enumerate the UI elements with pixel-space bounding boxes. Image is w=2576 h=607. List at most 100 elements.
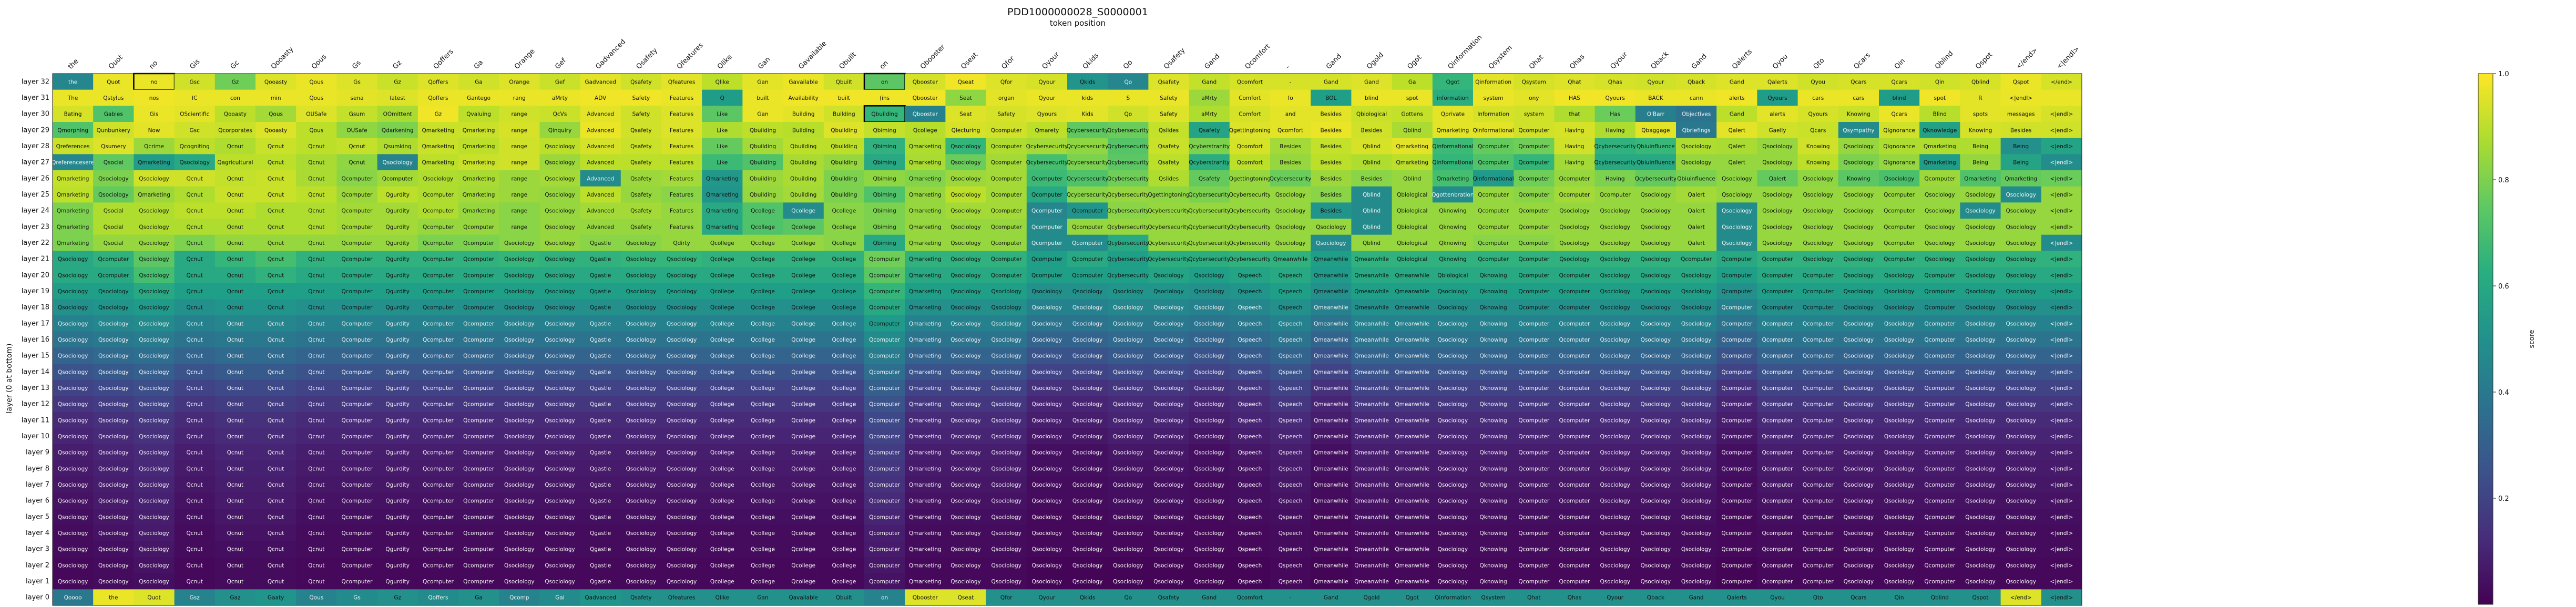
column-tick-label: Gs bbox=[351, 59, 363, 71]
heatmap-cell-label: Qcomputer bbox=[1884, 256, 1915, 263]
heatmap-cell-label: Qsociology bbox=[1681, 353, 1712, 359]
heatmap-cell bbox=[783, 138, 824, 155]
heatmap-cell-label: Qcomputer bbox=[1762, 482, 1794, 488]
heatmap-cell-label: Bating bbox=[64, 111, 82, 118]
heatmap-cell bbox=[823, 106, 865, 122]
heatmap-cell-label: Qmarketing bbox=[909, 482, 942, 488]
heatmap-cell-label: Qbooster bbox=[913, 111, 938, 118]
heatmap-cell bbox=[336, 106, 377, 122]
heatmap-cell-label: Qcomputer bbox=[1762, 402, 1794, 408]
heatmap-cell bbox=[1189, 89, 1230, 106]
heatmap-cell bbox=[1067, 299, 1108, 316]
heatmap-cell-label: Qcnut bbox=[308, 321, 324, 327]
heatmap-cell-label: Qsociology bbox=[1641, 562, 1671, 569]
heatmap-cell-label: Qsociology bbox=[1641, 272, 1671, 279]
heatmap-cell-label: Qsociology bbox=[1072, 450, 1103, 456]
heatmap-cell-label: Advanced bbox=[587, 208, 614, 214]
heatmap-cell-label: Qsociology bbox=[1681, 369, 1712, 375]
heatmap-cell-label: Qmarketing bbox=[909, 353, 942, 359]
heatmap-cell bbox=[702, 315, 743, 332]
heatmap-cell bbox=[1514, 138, 1555, 155]
heatmap-cell bbox=[1108, 122, 1149, 139]
heatmap-cell-label: Qsociology bbox=[950, 498, 981, 505]
heatmap-cell-label: Qcollege bbox=[710, 547, 734, 553]
heatmap-cell-label: Qmarketing bbox=[463, 176, 495, 182]
heatmap-cell-label: Qsociology bbox=[626, 289, 657, 295]
heatmap-cell-label: Qsociology bbox=[1194, 353, 1224, 359]
heatmap-cell-label: Qcollege bbox=[751, 353, 775, 359]
heatmap-cell-label: Qreferences bbox=[56, 143, 90, 150]
heatmap-cell-label: Qmeanwhile bbox=[1273, 256, 1308, 263]
heatmap-cell-label: Qmeanwhile bbox=[1354, 402, 1389, 408]
heatmap-cell-label: fo bbox=[1288, 95, 1293, 101]
heatmap-cell bbox=[1594, 234, 1636, 251]
heatmap-cell-label: <|endl> bbox=[2050, 176, 2073, 182]
heatmap-cell-label: Qbiological bbox=[1397, 208, 1427, 214]
heatmap-cell bbox=[1432, 122, 1474, 139]
heatmap-cell bbox=[742, 186, 783, 203]
heatmap-cell-label: Qsociology bbox=[950, 272, 981, 279]
heatmap-cell bbox=[823, 267, 865, 284]
heatmap-cell bbox=[174, 234, 216, 251]
heatmap-cell bbox=[1392, 202, 1433, 219]
heatmap-cell-label: range bbox=[512, 111, 528, 118]
heatmap-cell bbox=[1311, 219, 1352, 235]
heatmap-cell-label: Qcnut bbox=[186, 482, 202, 488]
heatmap-cell-label: Qcnut bbox=[308, 289, 324, 295]
heatmap-cell-label: Qcomputer bbox=[1518, 530, 1550, 537]
heatmap-cell-label: Qsociology bbox=[1113, 385, 1143, 392]
heatmap-cell-label: Qcomputer bbox=[463, 224, 495, 230]
heatmap-cell bbox=[1311, 154, 1352, 171]
heatmap-cell-label: Qcomputer bbox=[869, 272, 901, 279]
heatmap-cell-label: Qsociology bbox=[1153, 337, 1184, 343]
heatmap-cell bbox=[986, 331, 1027, 348]
heatmap-cell-label: Qcogniting bbox=[180, 143, 210, 150]
heatmap-cell-label: Qignorance bbox=[1883, 127, 1915, 133]
heatmap-cell bbox=[2041, 267, 2082, 284]
heatmap-cell-label: Qknowing bbox=[1479, 353, 1507, 359]
heatmap-cell-label: Information bbox=[1477, 111, 1509, 118]
heatmap-cell-label: Gan bbox=[757, 79, 768, 85]
heatmap-cell-label: Qcomputer bbox=[1559, 321, 1591, 327]
heatmap-cell-label: Qcomputer bbox=[342, 240, 373, 246]
heatmap-cell-label: Qcomputer bbox=[1762, 289, 1794, 295]
heatmap-cell-label: Qyour bbox=[1038, 95, 1056, 101]
heatmap-cell bbox=[1514, 234, 1555, 251]
heatmap-cell bbox=[499, 89, 540, 106]
heatmap-cell-label: Qsociology bbox=[1925, 256, 1955, 263]
heatmap-cell-label: Qknowing bbox=[1479, 337, 1507, 343]
heatmap-cell-label: Qcnut bbox=[308, 272, 324, 279]
heatmap-cell-label: Qcomputer bbox=[1924, 321, 1956, 327]
heatmap-cell bbox=[1473, 251, 1514, 268]
heatmap-cell-label: Qmarketing bbox=[909, 450, 942, 456]
heatmap-cell bbox=[1879, 154, 1920, 171]
heatmap-cell bbox=[1189, 251, 1230, 268]
heatmap-cell-label: Qmarketing bbox=[1924, 143, 1956, 150]
heatmap-cell-label: Qcnut bbox=[227, 305, 243, 311]
heatmap-cell-label: Qbuilding bbox=[831, 127, 857, 133]
heatmap-cell bbox=[1473, 299, 1514, 316]
heatmap-cells: the Quot no Gsc Gz Qooasty Qous Gs Gz Qoffers Ga Or… bbox=[52, 73, 2082, 606]
heatmap-cell-label: Qsociology bbox=[139, 562, 169, 569]
heatmap-cell-label: Qalert bbox=[1729, 127, 1746, 133]
column-tick-label: Qin bbox=[1893, 57, 1907, 71]
heatmap-cell bbox=[864, 186, 905, 203]
column-tick-label: Qlike bbox=[716, 53, 734, 71]
heatmap-cell-label: Qmeanwhile bbox=[1314, 530, 1348, 537]
heatmap-cell-label: Qgastle bbox=[590, 417, 611, 424]
heatmap-cell-label: Qcomputer bbox=[1924, 547, 1956, 553]
heatmap-cell-label: Qsociology bbox=[1600, 466, 1630, 472]
heatmap-cell-label: Qcomputer bbox=[1924, 530, 1956, 537]
heatmap-cell-label: Qmeanwhile bbox=[1354, 321, 1389, 327]
heatmap-cell bbox=[174, 154, 216, 171]
heatmap-cell bbox=[1594, 219, 1636, 235]
heatmap-cell-label: Qsociology bbox=[626, 482, 657, 488]
heatmap-cell bbox=[1879, 122, 1920, 139]
heatmap-cell-label: Qgastle bbox=[590, 466, 611, 472]
heatmap-cell bbox=[539, 267, 580, 284]
heatmap-cell bbox=[1392, 283, 1433, 300]
heatmap-cell bbox=[1189, 186, 1230, 203]
heatmap-cell-label: Qcars bbox=[1810, 127, 1826, 133]
heatmap-cell-label: Qsociology bbox=[1559, 208, 1590, 214]
